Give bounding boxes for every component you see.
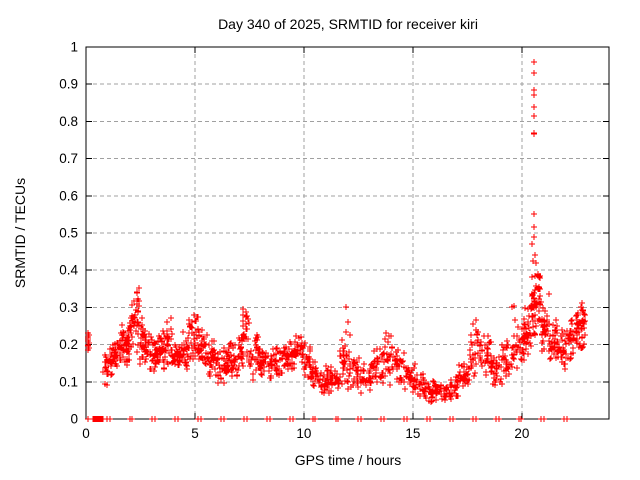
x-tick-label: 20 (514, 426, 529, 441)
scatter-points (85, 59, 588, 422)
x-axis-label: GPS time / hours (294, 452, 402, 468)
y-tick-label: 0.1 (59, 374, 78, 389)
y-tick-label: 0.3 (59, 300, 78, 315)
chart-title: Day 340 of 2025, SRMTID for receiver kir… (218, 16, 478, 32)
y-tick-label: 0.4 (59, 263, 78, 278)
y-tick-label: 0.7 (59, 151, 78, 166)
y-tick-label: 0.2 (59, 337, 78, 352)
y-tick-label: 0.8 (59, 114, 78, 129)
x-tick-label: 10 (296, 426, 311, 441)
x-tick-label: 5 (191, 426, 199, 441)
y-tick-label: 1 (70, 40, 78, 55)
y-tick-label: 0.9 (59, 77, 78, 92)
x-tick-label: 15 (405, 426, 420, 441)
y-tick-label: 0.6 (59, 188, 78, 203)
x-tick-label: 0 (82, 426, 90, 441)
y-tick-label: 0.5 (59, 226, 78, 241)
y-tick-label: 0 (70, 412, 78, 427)
